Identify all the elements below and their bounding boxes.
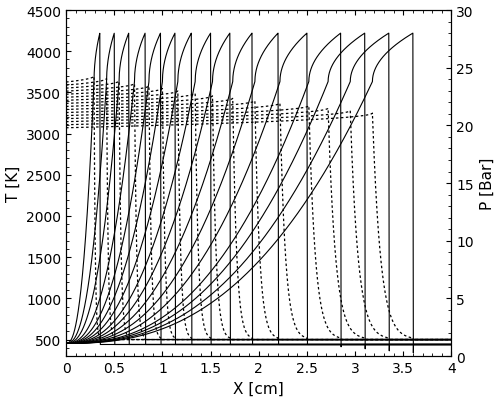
Y-axis label: T [K]: T [K] <box>6 166 20 202</box>
Y-axis label: P [Bar]: P [Bar] <box>480 158 494 210</box>
X-axis label: X [cm]: X [cm] <box>234 381 284 395</box>
